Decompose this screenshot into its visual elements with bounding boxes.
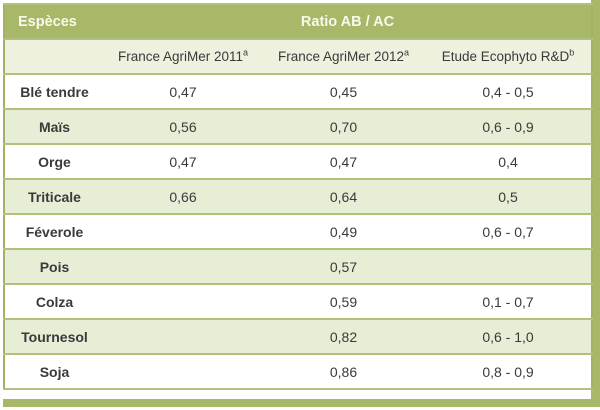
right-green-band [591, 0, 600, 407]
value-cell-2011 [104, 283, 262, 320]
species-cell: Soja [4, 353, 104, 390]
value-cell-2012: 0,86 [262, 353, 425, 390]
source-header-agrimer-2012: France AgriMer 2012a [262, 38, 425, 75]
value-cell-ecophyto: 0,5 [425, 178, 592, 215]
value-cell-ecophyto: 0,6 - 0,7 [425, 213, 592, 250]
value-cell-2012: 0,70 [262, 108, 425, 145]
species-cell: Féverole [4, 213, 104, 250]
species-cell: Colza [4, 283, 104, 320]
table-source-header-row: France AgriMer 2011a France AgriMer 2012… [4, 38, 592, 75]
bottom-green-band [3, 399, 600, 407]
table-row-orge: Orge 0,47 0,47 0,4 [4, 143, 592, 180]
value-cell-ecophyto: 0,4 [425, 143, 592, 180]
footnote-marker: a [243, 47, 249, 58]
value-cell-ecophyto: 0,8 - 0,9 [425, 353, 592, 390]
footnote-marker: a [404, 47, 410, 58]
value-cell-2012: 0,59 [262, 283, 425, 320]
empty-corner-cell [4, 38, 104, 75]
species-cell: Orge [4, 143, 104, 180]
species-column-header: Espèces [4, 3, 104, 40]
footnote-marker: b [569, 47, 575, 58]
value-cell-2011: 0,66 [104, 178, 262, 215]
value-cell-2011 [104, 213, 262, 250]
table-row-mais: Maïs 0,56 0,70 0,6 - 0,9 [4, 108, 592, 145]
table-row-soja: Soja 0,86 0,8 - 0,9 [4, 353, 592, 390]
value-cell-ecophyto: 0,4 - 0,5 [425, 73, 592, 110]
value-cell-2011 [104, 318, 262, 355]
value-cell-2012: 0,82 [262, 318, 425, 355]
table-row-tournesol: Tournesol 0,82 0,6 - 1,0 [4, 318, 592, 355]
species-cell: Triticale [4, 178, 104, 215]
ratio-merged-header: Ratio AB / AC [104, 3, 592, 40]
value-cell-ecophyto: 0,1 - 0,7 [425, 283, 592, 320]
table-row-ble-tendre: Blé tendre 0,47 0,45 0,4 - 0,5 [4, 73, 592, 110]
source-label: France AgriMer 2011 [117, 49, 244, 64]
value-cell-2012: 0,47 [262, 143, 425, 180]
table-main-header-row: Espèces Ratio AB / AC [4, 3, 592, 40]
value-cell-2012: 0,57 [262, 248, 425, 285]
value-cell-2011 [104, 248, 262, 285]
source-header-ecophyto: Etude Ecophyto R&Db [425, 38, 592, 75]
species-cell: Maïs [4, 108, 104, 145]
species-cell: Blé tendre [4, 73, 104, 110]
value-cell-ecophyto: 0,6 - 0,9 [425, 108, 592, 145]
source-label: France AgriMer 2012 [277, 49, 405, 64]
value-cell-2011: 0,47 [104, 143, 262, 180]
species-cell: Pois [4, 248, 104, 285]
species-ratio-table: Espèces Ratio AB / AC France AgriMer 201… [3, 3, 593, 390]
value-cell-2012: 0,64 [262, 178, 425, 215]
value-cell-2011: 0,47 [104, 73, 262, 110]
table-row-colza: Colza 0,59 0,1 - 0,7 [4, 283, 592, 320]
table-row-pois: Pois 0,57 [4, 248, 592, 285]
table-row-feverole: Féverole 0,49 0,6 - 0,7 [4, 213, 592, 250]
species-cell: Tournesol [4, 318, 104, 355]
value-cell-ecophyto: 0,6 - 1,0 [425, 318, 592, 355]
source-header-agrimer-2011: France AgriMer 2011a [104, 38, 262, 75]
value-cell-2012: 0,49 [262, 213, 425, 250]
source-label: Etude Ecophyto R&D [441, 49, 570, 64]
value-cell-ecophyto [425, 248, 592, 285]
value-cell-2011: 0,56 [104, 108, 262, 145]
value-cell-2011 [104, 353, 262, 390]
table-row-triticale: Triticale 0,66 0,64 0,5 [4, 178, 592, 215]
value-cell-2012: 0,45 [262, 73, 425, 110]
